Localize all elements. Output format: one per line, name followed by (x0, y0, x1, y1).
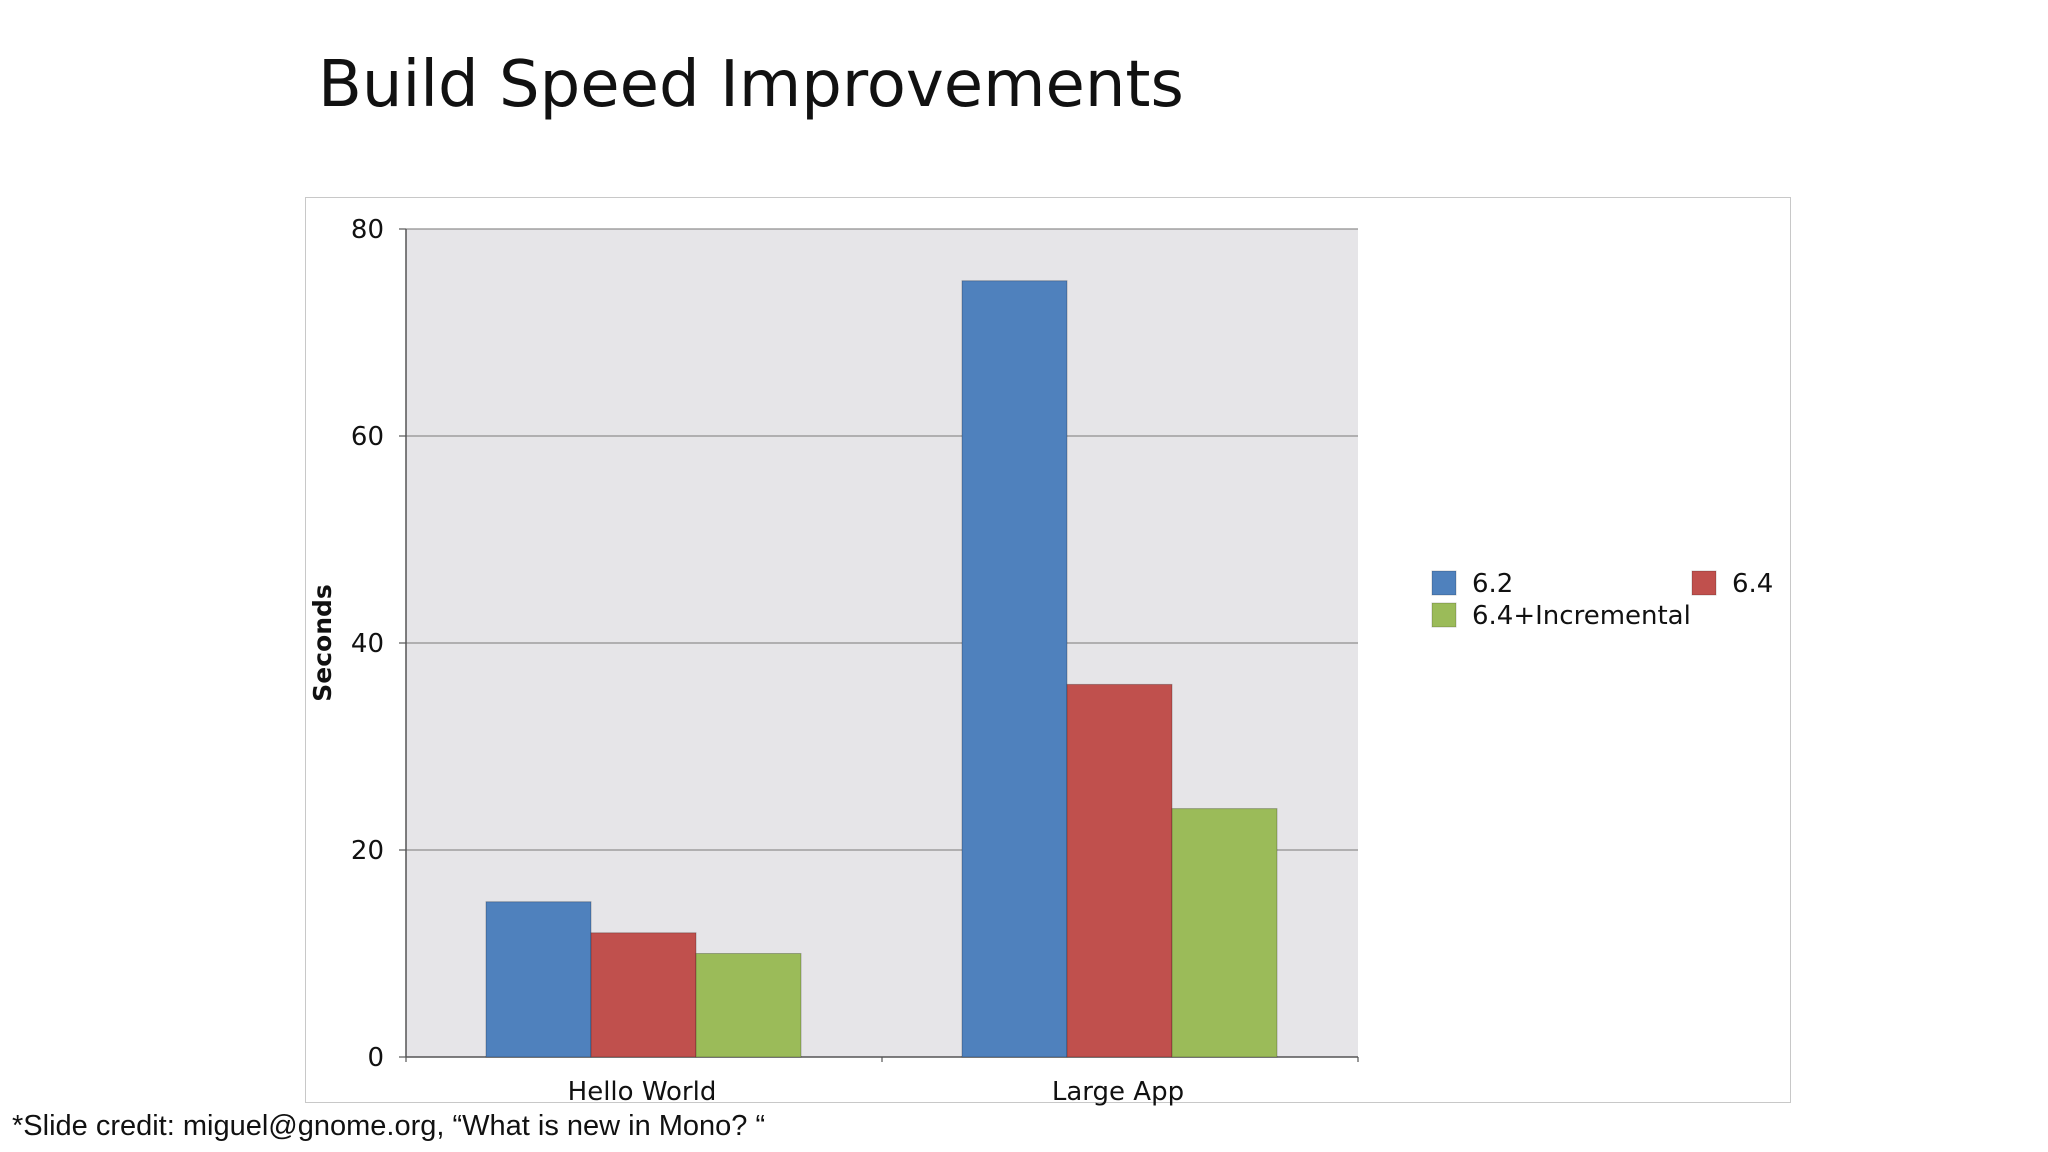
bar-6-4-incremental-hello-world (695, 953, 802, 1058)
bar-6-2-large-app (961, 280, 1068, 1058)
slide-title: Build Speed Improvements (318, 48, 1184, 122)
slide-credit-footnote: *Slide credit: miguel@gnome.org, “What i… (12, 1110, 766, 1142)
y-tick-label: 80 (351, 215, 384, 245)
legend-swatch (1431, 570, 1457, 596)
legend-swatch (1691, 570, 1717, 596)
y-tick-label: 20 (351, 836, 384, 866)
legend-label: 6.4 (1732, 569, 1773, 599)
bar-6-2-hello-world (485, 901, 592, 1058)
bar-6-4-hello-world (590, 932, 697, 1058)
y-axis-title: Seconds (308, 584, 337, 702)
bar-6-4-incremental-large-app (1171, 808, 1278, 1058)
legend-swatch (1431, 602, 1457, 628)
legend-label: 6.4+Incremental (1472, 601, 1691, 631)
x-category-label: Large App (1052, 1077, 1184, 1107)
y-tick-label: 40 (351, 629, 384, 659)
x-category-label: Hello World (568, 1077, 717, 1107)
legend-label: 6.2 (1472, 569, 1513, 599)
y-tick-label: 0 (367, 1043, 384, 1073)
bar-6-4-large-app (1066, 683, 1173, 1058)
y-tick-label: 60 (351, 422, 384, 452)
